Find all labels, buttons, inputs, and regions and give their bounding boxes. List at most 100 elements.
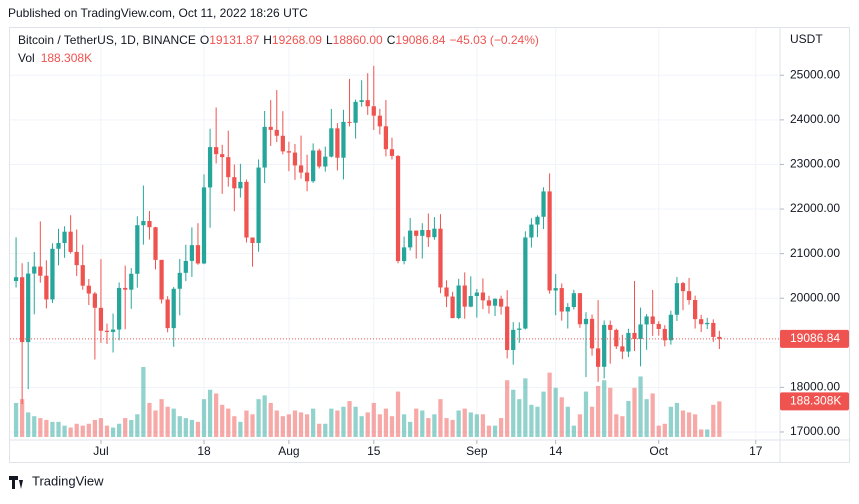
volume-bar: [214, 393, 219, 437]
candle-body: [86, 285, 91, 294]
volume-bar: [244, 410, 249, 437]
candle-body: [110, 329, 116, 332]
candle-body: [595, 348, 601, 367]
volume-bar: [171, 408, 176, 437]
volume-bar: [517, 399, 522, 437]
volume-bar: [656, 425, 661, 437]
candle-body: [408, 230, 413, 248]
candle-body: [304, 172, 310, 182]
volume-bar: [286, 414, 292, 437]
candle-body: [135, 225, 140, 274]
y-tick-label: 20000.00: [790, 290, 840, 304]
volume-bar: [662, 423, 667, 437]
candle-body: [444, 287, 449, 297]
volume-bar: [650, 393, 655, 437]
candle-body: [32, 266, 37, 274]
last-price-label: 19086.84: [790, 331, 840, 345]
candle-body: [620, 346, 625, 352]
candle-body: [414, 230, 419, 236]
candle-body: [226, 157, 231, 178]
volume-bar: [92, 419, 98, 437]
candle-body: [480, 292, 486, 301]
volume-bar: [110, 427, 116, 437]
candle-body: [377, 115, 382, 127]
volume-bar: [104, 425, 110, 437]
volume-bar: [13, 402, 19, 437]
volume-bar: [511, 389, 516, 437]
volume-bar: [195, 421, 201, 437]
candle-body: [699, 319, 704, 325]
volume-bar: [674, 402, 680, 437]
volume-bar: [699, 429, 704, 437]
candle-body: [68, 231, 73, 252]
candle-body: [220, 154, 225, 158]
candle-body: [323, 156, 328, 167]
candle-body: [80, 265, 85, 286]
x-tick-label: Jul: [93, 444, 108, 458]
last-volume-label: 188.308K: [790, 394, 841, 408]
volume-bar: [26, 412, 31, 437]
candle-body: [529, 224, 534, 238]
volume-bar: [329, 408, 334, 437]
price-change: −45.03 (−0.24%): [449, 33, 538, 47]
volume-bar: [602, 380, 607, 437]
candle-body: [420, 230, 425, 236]
y-tick-label: 23000.00: [790, 157, 840, 171]
volume-bar: [159, 399, 164, 437]
volume-bar: [438, 399, 443, 437]
volume-bar: [371, 402, 376, 437]
volume-bar: [141, 367, 146, 437]
volume-bar: [498, 418, 504, 437]
x-tick-label: 15: [367, 444, 381, 458]
volume-bar: [304, 414, 310, 437]
volume-bar: [147, 402, 152, 437]
candle-body: [147, 221, 152, 228]
volume-bar: [262, 395, 267, 437]
volume-bar: [468, 412, 473, 437]
candle-body: [523, 237, 528, 329]
candle-body: [632, 332, 637, 340]
candle-body: [141, 221, 146, 226]
volume-bar: [280, 416, 285, 437]
volume-bar: [462, 408, 467, 437]
ohlc-value: 19086.84: [395, 33, 445, 47]
volume-bar: [474, 414, 479, 437]
volume-bar: [668, 406, 673, 437]
volume-bar: [129, 419, 134, 437]
candle-body: [286, 151, 292, 153]
volume-bar: [153, 410, 158, 437]
volume-bar: [705, 429, 710, 437]
volume-bar: [450, 419, 455, 437]
ohlc-key: C: [387, 33, 396, 47]
candle-body: [244, 181, 249, 238]
volume-value: 188.308K: [41, 51, 92, 65]
candle-body: [129, 273, 134, 290]
y-tick-label: 25000.00: [790, 67, 840, 81]
volume-bar: [135, 414, 140, 437]
candle-body: [177, 272, 182, 289]
volume-bar: [292, 410, 298, 437]
candle-body: [498, 298, 504, 307]
candle-body: [650, 316, 655, 324]
volume-bar: [177, 416, 182, 437]
volume-title: Vol: [18, 51, 35, 65]
volume-bar: [32, 416, 37, 437]
volume-bar: [711, 404, 716, 437]
volume-bar: [408, 421, 413, 437]
candle-body: [104, 330, 110, 332]
volume-bar: [414, 408, 419, 437]
last-volume-tag: [780, 392, 849, 411]
candle-body: [680, 283, 686, 292]
volume-bar: [353, 406, 358, 437]
y-tick-label: 21000.00: [790, 246, 840, 260]
candle-body: [535, 216, 540, 225]
candle-body: [438, 228, 443, 288]
volume-bar: [692, 414, 698, 437]
volume-bar: [207, 389, 213, 437]
volume-bar: [274, 410, 279, 437]
candle-body: [589, 318, 595, 349]
candle-body: [117, 287, 122, 330]
ohlc-value: 19131.87: [209, 33, 259, 47]
x-tick-label: 18: [197, 444, 211, 458]
chart-frame: [9, 27, 850, 463]
